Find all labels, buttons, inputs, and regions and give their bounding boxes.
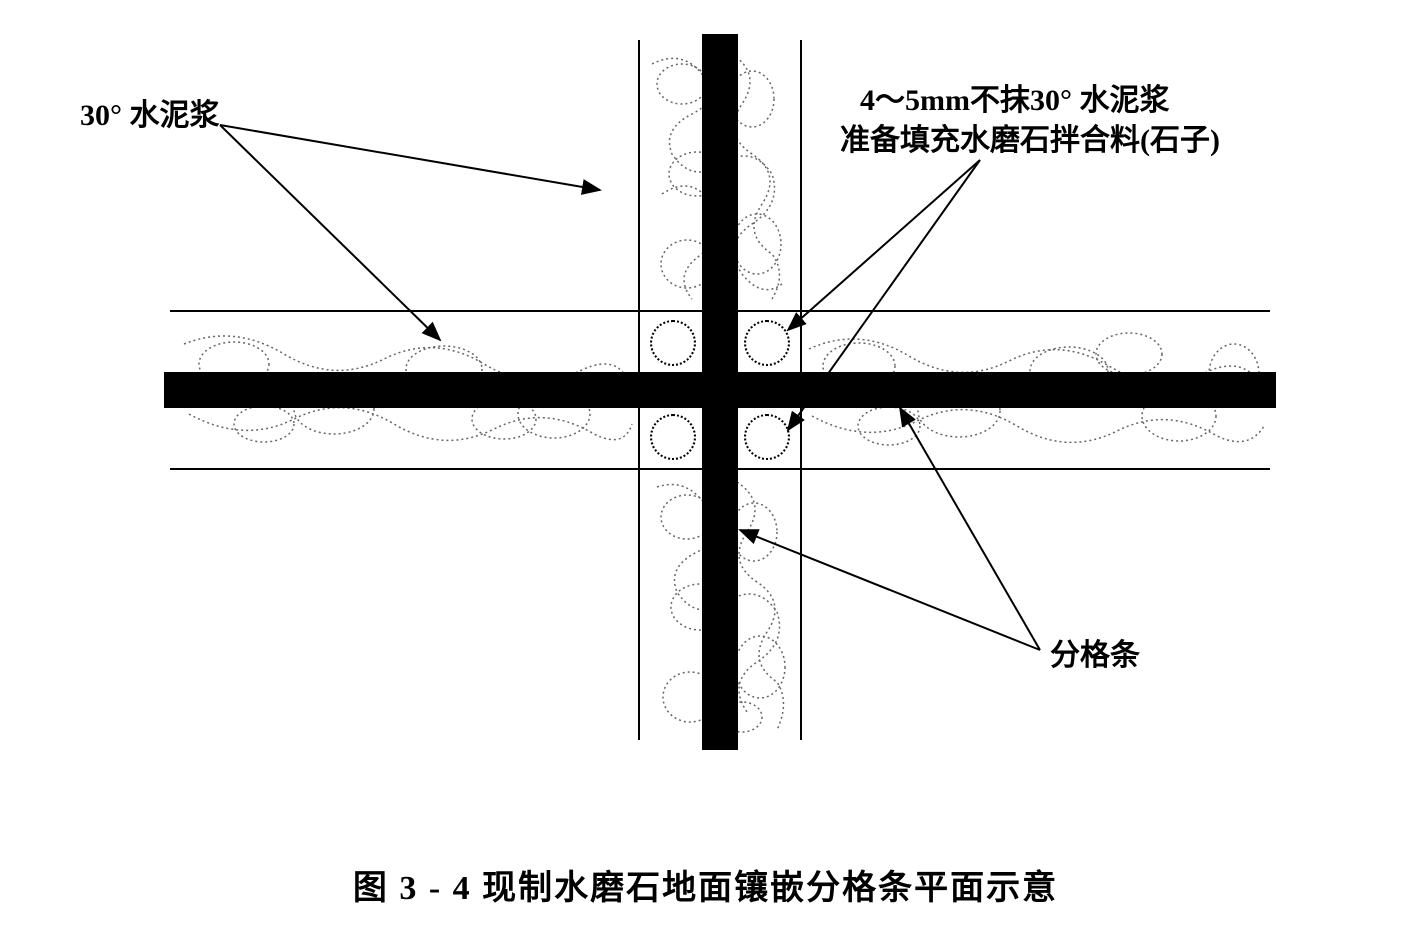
gap-circle-tl <box>650 320 696 366</box>
horizontal-divider-strip <box>164 372 1276 408</box>
gap-circle-br <box>744 414 790 460</box>
label-right-line1: 4～5mm不抹30° 水泥浆 <box>860 75 1169 119</box>
gap-circle-tr <box>744 320 790 366</box>
gap-circle-bl <box>650 414 696 460</box>
label-divider: 分格条 <box>1050 630 1140 674</box>
figure-caption: 图 3 - 4 现制水磨石地面镶嵌分格条平面示意 <box>0 860 1411 909</box>
diagram-container: 30° 水泥浆 4～5mm不抹30° 水泥浆 准备填充水磨石拌合料(石子) 分格… <box>140 30 1320 790</box>
label-left: 30° 水泥浆 <box>80 90 220 134</box>
label-right-line2: 准备填充水磨石拌合料(石子) <box>840 115 1220 159</box>
